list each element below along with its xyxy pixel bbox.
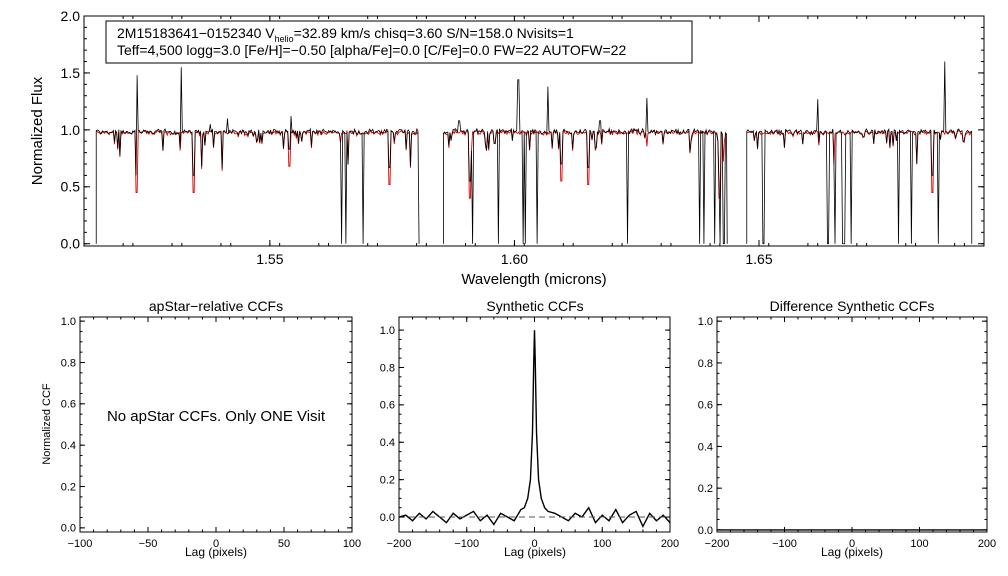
y-tick-label: 0.2 <box>380 475 395 487</box>
model-spectrum-chip-2 <box>443 128 727 199</box>
synthetic-ccf-x-ticks: −200 −100 0 100 200 <box>387 317 679 550</box>
spectrum-ylabel: Normalized Flux <box>29 76 46 185</box>
y-tick-label: 0.6 <box>61 399 76 411</box>
y-tick-label: 0.6 <box>380 400 395 412</box>
y-tick-label: 0.8 <box>380 362 395 374</box>
y-tick-label: 1.0 <box>61 316 76 328</box>
x-tick-label: −100 <box>68 538 93 550</box>
annotation-line-1-sub: helio <box>275 34 294 44</box>
difference-ccf-title: Difference Synthetic CCFs <box>770 298 935 314</box>
x-tick-label: 0 <box>849 538 855 550</box>
x-tick-label: 1.65 <box>745 251 772 267</box>
observed-spectrum-chip-1 <box>95 67 420 244</box>
spectrum-x-ticks: 1.55 1.60 1.65 <box>83 16 965 267</box>
annotation-line-1: 2M15183641−0152340 Vhelio=32.89 km/s chi… <box>117 25 574 44</box>
x-tick-label: 100 <box>343 538 361 550</box>
y-tick-label: 1.0 <box>698 316 713 328</box>
y-tick-label: 0.0 <box>380 512 395 524</box>
y-tick-label: 0.0 <box>61 523 76 535</box>
annotation-line-1-pre: 2M15183641−0152340 V <box>117 25 275 41</box>
x-tick-label: −100 <box>454 538 479 550</box>
x-tick-label: 1.55 <box>256 251 283 267</box>
y-tick-label: 0.6 <box>698 400 713 412</box>
spectrum-xlabel: Wavelength (microns) <box>461 271 606 288</box>
x-tick-label: 0 <box>531 538 537 550</box>
synthetic-ccf-line <box>398 330 671 528</box>
y-tick-label: 1.5 <box>61 65 81 81</box>
observed-spectrum-chip-2 <box>443 79 728 245</box>
apstar-ccf-panel: apStar−relative CCFs 0.00.20.40.60.81.0 … <box>41 298 361 559</box>
difference-ccf-xlabel: Lag (pixels) <box>821 545 883 559</box>
synthetic-ccf-title: Synthetic CCFs <box>486 298 583 314</box>
difference-ccf-frame <box>716 316 988 533</box>
y-tick-label: 0.4 <box>61 440 76 452</box>
y-tick-label: 0.2 <box>698 483 713 495</box>
synthetic-ccf-series <box>398 330 671 528</box>
y-tick-label: 2.0 <box>61 8 81 24</box>
annotation-line-2: Teff=4,500 logg=3.0 [Fe/H]=−0.50 [alpha/… <box>117 42 626 58</box>
x-tick-label: 100 <box>593 538 611 550</box>
annotation-line-1-post: =32.89 km/s chisq=3.60 S/N=158.0 Nvisits… <box>294 25 574 41</box>
apstar-ccf-title: apStar−relative CCFs <box>149 298 283 314</box>
difference-ccf-y-ticks: 0.0 0.2 0.4 0.6 0.8 1.0 <box>698 316 987 537</box>
x-tick-label: 50 <box>278 538 290 550</box>
y-tick-label: 0.8 <box>698 358 713 370</box>
apstar-ccf-xlabel: Lag (pixels) <box>185 545 247 559</box>
observed-spectrum-line <box>95 61 973 245</box>
no-ccf-message: No apStar CCFs. Only ONE Visit <box>107 408 326 425</box>
synthetic-ccf-panel: Synthetic CCFs 0.0 0.2 0.4 0.6 0.8 1.0 −200 −1… <box>380 298 679 559</box>
x-tick-label: −100 <box>772 538 797 550</box>
observed-spectrum-chip-3 <box>746 61 973 245</box>
y-tick-label: 1.0 <box>61 122 81 138</box>
synthetic-ccf-xlabel: Lag (pixels) <box>504 545 566 559</box>
y-tick-label: 0.0 <box>61 236 81 252</box>
x-tick-label: 0 <box>213 538 219 550</box>
y-tick-label: 0.4 <box>380 437 395 449</box>
apstar-ccf-ylabel: Normalized CCF <box>41 383 53 465</box>
y-tick-label: 0.4 <box>698 441 713 453</box>
spectrum-annotation-box <box>105 20 693 64</box>
difference-ccf-panel: Difference Synthetic CCFs 0.00.20.40.60.… <box>698 298 996 559</box>
synthetic-ccf-y-ticks: 0.0 0.2 0.4 0.6 0.8 1.0 <box>380 325 670 524</box>
difference-ccf-x-ticks: −200 −100 0 100 200 <box>705 317 996 550</box>
model-spectrum-line <box>96 128 973 199</box>
x-tick-label: −50 <box>139 538 158 550</box>
x-tick-label: 1.60 <box>501 251 528 267</box>
apstar-ccf-x-ticks: −100 −50 0 50 100 <box>68 317 361 550</box>
x-tick-label: −200 <box>705 538 730 550</box>
x-tick-label: 200 <box>661 538 679 550</box>
y-tick-label: 0.8 <box>61 357 76 369</box>
x-tick-label: −200 <box>387 538 412 550</box>
spectrum-y-ticks: 0.0 0.5 1.0 1.5 2.0 <box>61 8 984 252</box>
y-tick-label: 0.0 <box>698 525 713 537</box>
y-tick-label: 1.0 <box>380 325 395 337</box>
y-tick-label: 0.5 <box>61 179 81 195</box>
x-tick-label: 100 <box>910 538 928 550</box>
y-tick-label: 0.2 <box>61 481 76 493</box>
x-tick-label: 200 <box>978 538 996 550</box>
spectrum-plot-frame <box>83 15 985 247</box>
spectrum-panel: 0.0 0.5 1.0 1.5 2.0 1.55 1.60 1.65 Normalized … <box>29 8 985 288</box>
apstar-ccf-y-ticks: 0.0 0.2 0.4 0.6 0.8 1.0 <box>61 316 352 535</box>
